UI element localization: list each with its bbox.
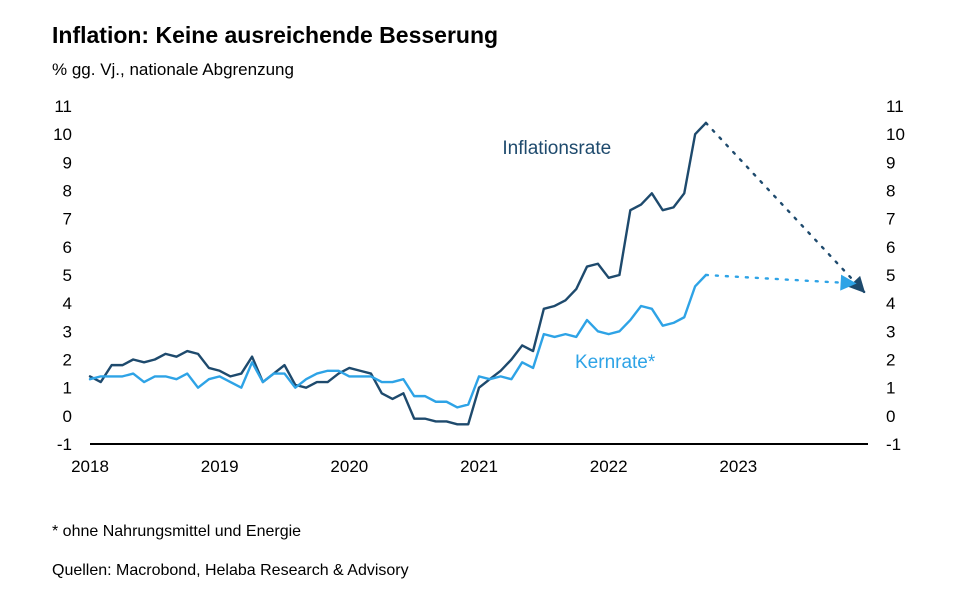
series-core (90, 275, 706, 407)
svg-text:2: 2 (886, 351, 895, 370)
svg-text:8: 8 (63, 182, 72, 201)
svg-text:4: 4 (886, 294, 895, 313)
svg-text:1: 1 (63, 379, 72, 398)
svg-text:9: 9 (63, 153, 72, 172)
svg-text:6: 6 (63, 238, 72, 257)
svg-text:11: 11 (54, 97, 72, 116)
svg-text:10: 10 (886, 125, 905, 144)
svg-text:-1: -1 (886, 435, 901, 454)
svg-text:2022: 2022 (590, 457, 628, 476)
svg-text:2019: 2019 (201, 457, 239, 476)
chart-footnote: * ohne Nahrungsmittel und Energie (52, 523, 301, 541)
svg-text:5: 5 (886, 266, 895, 285)
svg-text:4: 4 (63, 294, 72, 313)
svg-text:0: 0 (63, 407, 72, 426)
svg-text:7: 7 (63, 210, 72, 229)
chart-sources: Quellen: Macrobond, Helaba Research & Ad… (52, 562, 409, 580)
series-inflation (90, 123, 706, 424)
series-label-inflation: Inflationsrate (502, 138, 611, 159)
forecast-inflation (706, 123, 864, 292)
chart-area: -1-1001122334455667788991010111120182019… (0, 92, 958, 502)
svg-text:6: 6 (886, 238, 895, 257)
svg-text:10: 10 (53, 125, 72, 144)
svg-text:2: 2 (63, 351, 72, 370)
svg-text:2018: 2018 (71, 457, 109, 476)
series-label-core: Kernrate* (575, 352, 656, 373)
chart-title: Inflation: Keine ausreichende Besserung (52, 22, 498, 49)
svg-text:9: 9 (886, 153, 895, 172)
svg-text:-1: -1 (57, 435, 72, 454)
svg-text:11: 11 (886, 97, 904, 116)
svg-text:2021: 2021 (460, 457, 498, 476)
svg-text:8: 8 (886, 182, 895, 201)
svg-text:1: 1 (886, 379, 895, 398)
svg-text:0: 0 (886, 407, 895, 426)
svg-text:2020: 2020 (330, 457, 368, 476)
forecast-core (706, 275, 855, 283)
chart-svg: -1-1001122334455667788991010111120182019… (0, 92, 958, 502)
svg-text:5: 5 (63, 266, 72, 285)
svg-text:3: 3 (886, 322, 895, 341)
chart-subtitle: % gg. Vj., nationale Abgrenzung (52, 60, 294, 80)
svg-text:7: 7 (886, 210, 895, 229)
svg-text:2023: 2023 (719, 457, 757, 476)
svg-text:3: 3 (63, 322, 72, 341)
